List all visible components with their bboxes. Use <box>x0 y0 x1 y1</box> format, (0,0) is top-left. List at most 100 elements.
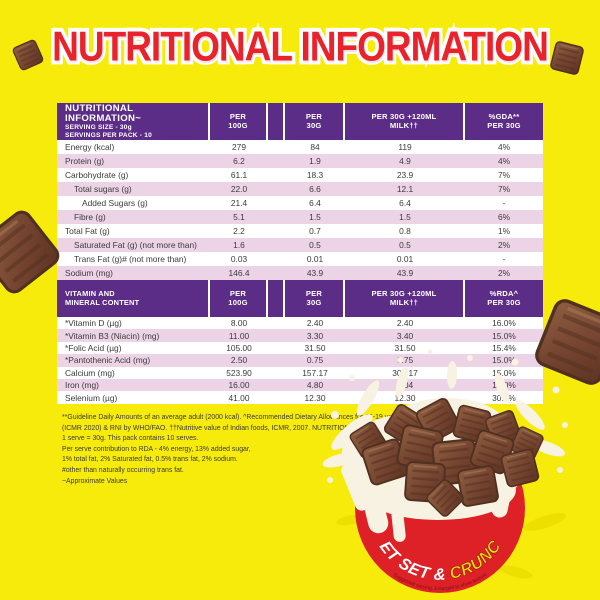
row-value: 119 <box>398 142 412 152</box>
nutrition-table-header: NUTRITIONAL INFORMATION~ SERVING SIZE - … <box>57 103 543 140</box>
footnote-line: ~Approximate Values <box>62 477 128 485</box>
row-label: Total Fat (g) <box>65 226 110 236</box>
header-cell-vitamin: VITAMIN AND MINERAL CONTENT <box>57 280 210 317</box>
row-value: 5.04 <box>396 380 414 391</box>
vitamin-table-header: VITAMIN AND MINERAL CONTENT PER 100G PER… <box>57 280 543 317</box>
nutrition-table: NUTRITIONAL INFORMATION~ SERVING SIZE - … <box>57 103 543 404</box>
header-cell-per30g: PER 30G <box>285 280 345 317</box>
row-label: *Vitamin B3 (Niacin) (mg) <box>65 330 160 341</box>
row-value: 41.00 <box>228 392 250 403</box>
row-value: 301.17 <box>392 367 418 378</box>
row-value: 15.0% <box>492 330 516 341</box>
table-title: NUTRITIONAL INFORMATION~ <box>65 102 142 124</box>
row-value: 43.9 <box>396 268 414 278</box>
table-row: Iron (mg) 16.00 4.80 5.04 15.0% <box>57 378 543 392</box>
row-value: 2.2 <box>233 226 245 236</box>
row-value: 61.1 <box>230 170 248 180</box>
row-value: 84 <box>310 142 320 152</box>
row-label: Protein (g) <box>65 156 105 166</box>
row-value: 1% <box>497 226 511 236</box>
row-value: 4% <box>497 156 511 166</box>
row-value: 0.75 <box>306 355 324 366</box>
row-value: 1.5 <box>309 212 321 222</box>
row-value: 23.9 <box>396 170 414 180</box>
table-row: Added Sugars (g) 21.4 6.4 6.4 - <box>57 196 543 210</box>
row-value: 0.75 <box>396 355 414 366</box>
row-value: 18.3 <box>306 170 324 180</box>
row-label: Sodium (mg) <box>65 268 113 278</box>
row-value: 21.4 <box>230 198 248 208</box>
row-value: 6.6 <box>309 184 321 194</box>
row-value: 6.4 <box>309 198 321 208</box>
header-cell-milk: PER 30G +120ML MILK†† <box>345 280 465 317</box>
row-value: 4.9 <box>399 156 411 166</box>
row-label: Selenium (µg) <box>65 392 118 403</box>
row-value: 523.90 <box>226 367 252 378</box>
table-row: Total Fat (g) 2.2 0.7 0.8 1% <box>57 224 543 238</box>
table-row: *Vitamin B3 (Niacin) (mg) 11.00 3.30 3.4… <box>57 329 543 342</box>
row-value: 6.2 <box>233 156 245 166</box>
table-row: Carbohydrate (g) 61.1 18.3 23.9 7% <box>57 168 543 182</box>
row-value: 8.00 <box>230 318 248 329</box>
table-row: Energy (kcal) 279 84 119 4% <box>57 140 543 154</box>
row-label: Total sugars (g) <box>74 184 132 194</box>
footnotes: **Guideline Daily Amounts of an average … <box>62 413 422 487</box>
row-value: 105.00 <box>226 342 252 353</box>
row-value: 12.30 <box>304 392 326 403</box>
row-value: 15.0% <box>492 355 516 366</box>
header-cell-per100g: PER 100G <box>210 103 268 140</box>
row-value: 31.50 <box>304 342 326 353</box>
row-value: 16.0% <box>492 318 516 329</box>
bowl-caption: Suggested serving. Enlarged to show text… <box>392 572 488 592</box>
row-label: *Pantothenic Acid (mg) <box>65 355 151 366</box>
row-value: 30.8% <box>492 392 516 403</box>
row-value: 0.5 <box>309 240 321 250</box>
servings-per-pack: SERVINGS PER PACK - 10 <box>65 131 152 139</box>
footnote-line: **Guideline Daily Amounts of an average … <box>62 414 413 421</box>
table-row: Saturated Fat (g) (not more than) 1.6 0.… <box>57 238 543 252</box>
table-row: Sodium (mg) 146.4 43.9 43.9 2% <box>57 266 543 280</box>
row-value: 3.30 <box>306 330 324 341</box>
row-value: 146.4 <box>228 268 250 278</box>
row-value: 16.00 <box>228 380 250 391</box>
header-cell-gda: %GDA** PER 30G <box>465 103 543 140</box>
row-label: Added Sugars (g) <box>82 198 148 208</box>
header-cell-per100g: PER 100G <box>210 280 268 317</box>
header-cell-per30g: PER 30G <box>285 103 345 140</box>
row-value: 11.00 <box>228 330 250 341</box>
row-value: 5.1 <box>233 212 245 222</box>
header-cell-rda: %RDA^ PER 30G <box>465 280 543 317</box>
row-value: 6% <box>497 212 511 222</box>
row-value: 2.40 <box>306 318 324 329</box>
table-row: *Vitamin D (µg) 8.00 2.40 2.40 16.0% <box>57 317 543 330</box>
row-value: 2% <box>497 268 511 278</box>
row-label: Trans Fat (g)# (not more than) <box>74 254 187 264</box>
row-value: 31.50 <box>394 342 416 353</box>
row-label: *Vitamin D (µg) <box>65 318 122 329</box>
row-value: 6.4 <box>399 198 411 208</box>
row-value: 15.0% <box>492 367 516 378</box>
table-row: Fibre (g) 5.1 1.5 1.5 6% <box>57 210 543 224</box>
row-label: Saturated Fat (g) (not more than) <box>74 240 197 250</box>
row-label: Iron (mg) <box>65 380 99 391</box>
row-value: 2.40 <box>396 318 414 329</box>
header-cell-info: NUTRITIONAL INFORMATION~ SERVING SIZE - … <box>57 103 210 140</box>
row-value: 15.0% <box>492 380 516 391</box>
row-label: Calcium (mg) <box>65 367 115 378</box>
row-value: 0.01 <box>396 254 414 264</box>
table-row: *Folic Acid (µg) 105.00 31.50 31.50 15.4… <box>57 341 543 355</box>
row-value: 12.30 <box>394 392 416 403</box>
table-row: *Pantothenic Acid (mg) 2.50 0.75 0.75 15… <box>57 354 543 367</box>
row-value: 2% <box>497 240 511 250</box>
row-value: 2.50 <box>230 355 248 366</box>
header-cell-milk: PER 30G +120ML MILK†† <box>345 103 465 140</box>
row-value: 1.9 <box>309 156 321 166</box>
row-label: Carbohydrate (g) <box>65 170 129 180</box>
row-value: 0.03 <box>230 254 248 264</box>
header-cell-spacer <box>268 103 285 140</box>
row-value: 0.01 <box>306 254 324 264</box>
row-value: 4.80 <box>306 380 324 391</box>
row-value: 7% <box>497 170 511 180</box>
row-value: 4% <box>497 142 511 152</box>
